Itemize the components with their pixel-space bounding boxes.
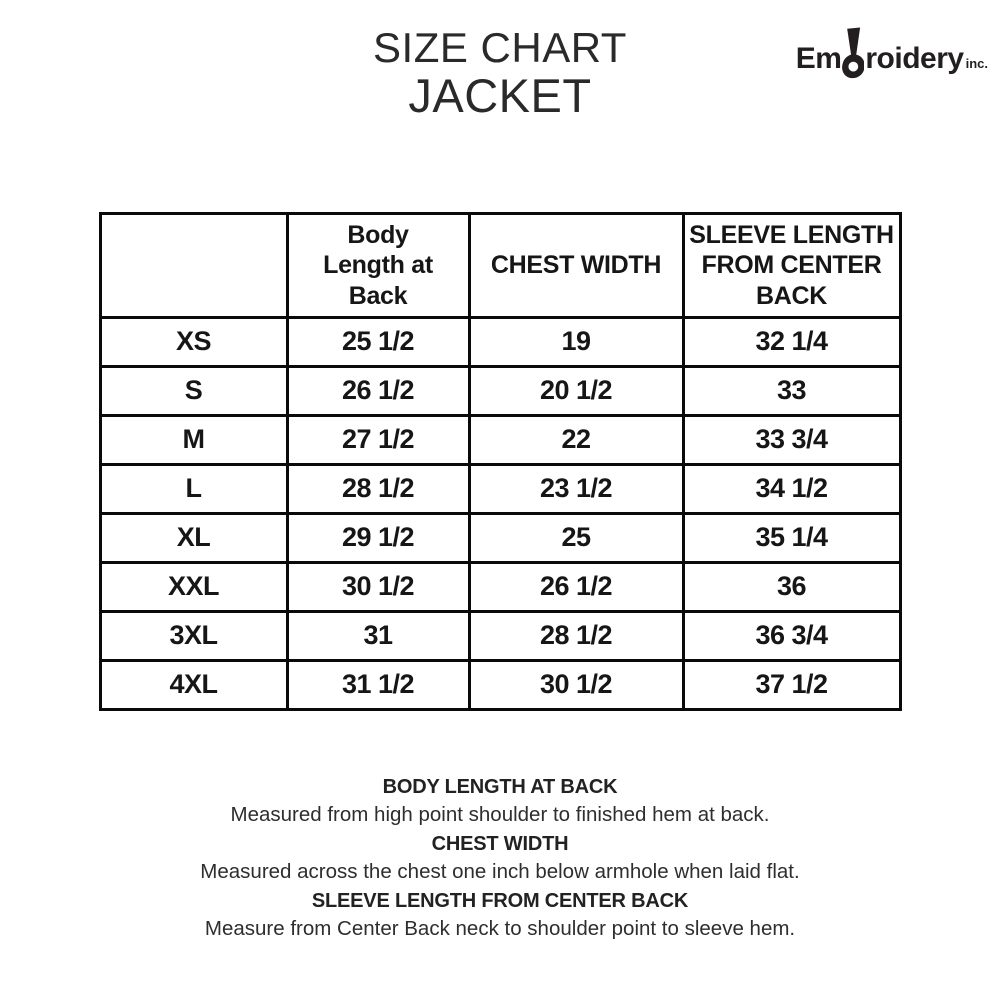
size-label: L [98,462,289,515]
size-chart-table: Body Length at Back CHEST WIDTH SLEEVE L… [98,211,902,711]
sleeve-length-value: 37 1/2 [681,658,902,711]
sleeve-length-value: 33 [681,364,902,417]
page-subtitle: JACKET [408,69,592,123]
table-row: M 27 1/2 22 33 3/4 [98,413,902,466]
table-row: L 28 1/2 23 1/2 34 1/2 [98,462,902,515]
body-length-value: 26 1/2 [285,364,471,417]
note-desc-body-length: Measured from high point shoulder to fin… [230,803,770,827]
measurement-notes: BODY LENGTH AT BACK Measured from high p… [0,773,1000,944]
sleeve-length-value: 33 3/4 [681,413,902,466]
logo-inc-label: inc. [965,56,988,71]
table-row: XL 29 1/2 25 35 1/4 [98,511,902,564]
col-header-size [98,211,289,319]
body-length-value: 27 1/2 [285,413,471,466]
chest-width-value: 20 1/2 [467,364,685,417]
note-heading-chest-width: CHEST WIDTH [431,832,569,855]
needle-b-icon [842,27,865,79]
table-row: 4XL 31 1/2 30 1/2 37 1/2 [98,658,902,711]
note-heading-body-length: BODY LENGTH AT BACK [382,775,618,798]
sleeve-length-value: 36 [681,560,902,613]
chest-width-value: 23 1/2 [467,462,685,515]
page-title: SIZE CHART [373,24,627,71]
size-label: 3XL [98,609,289,662]
chest-width-value: 19 [467,315,685,368]
chest-width-value: 30 1/2 [467,658,685,711]
size-label: XS [98,315,289,368]
body-length-value: 28 1/2 [285,462,471,515]
size-label: XXL [98,560,289,613]
body-length-value: 31 1/2 [285,658,471,711]
chest-width-value: 26 1/2 [467,560,685,613]
body-length-value: 29 1/2 [285,511,471,564]
logo-text-before: Em [795,42,842,75]
size-label: M [98,413,289,466]
chest-width-value: 25 [467,511,685,564]
sleeve-length-value: 32 1/4 [681,315,902,368]
note-desc-chest-width: Measured across the chest one inch below… [200,860,800,884]
col-header-body-length: Body Length at Back [285,211,471,319]
logo-text-after: roidery [865,42,964,75]
col-header-sleeve-length: SLEEVE LENGTH FROM CENTER BACK [681,211,902,319]
table-row: 3XL 31 28 1/2 36 3/4 [98,609,902,662]
size-label: 4XL [98,658,289,711]
header-row: Body Length at Back CHEST WIDTH SLEEVE L… [98,211,902,319]
chest-width-value: 22 [467,413,685,466]
body-length-value: 25 1/2 [285,315,471,368]
table-row: XXL 30 1/2 26 1/2 36 [98,560,902,613]
table-row: XS 25 1/2 19 32 1/4 [98,315,902,368]
size-label: S [98,364,289,417]
size-label: XL [98,511,289,564]
body-length-value: 31 [285,609,471,662]
sleeve-length-value: 35 1/4 [681,511,902,564]
chest-width-value: 28 1/2 [467,609,685,662]
note-desc-sleeve-length: Measure from Center Back neck to shoulde… [204,917,796,941]
body-length-value: 30 1/2 [285,560,471,613]
table-row: S 26 1/2 20 1/2 33 [98,364,902,417]
col-header-chest-width: CHEST WIDTH [467,211,685,319]
brand-logo: Em roidery inc. [796,26,988,82]
page-header: SIZE CHART JACKET Em roidery inc. [0,0,1000,121]
note-heading-sleeve-length: SLEEVE LENGTH FROM CENTER BACK [311,889,689,912]
sleeve-length-value: 36 3/4 [681,609,902,662]
sleeve-length-value: 34 1/2 [681,462,902,515]
